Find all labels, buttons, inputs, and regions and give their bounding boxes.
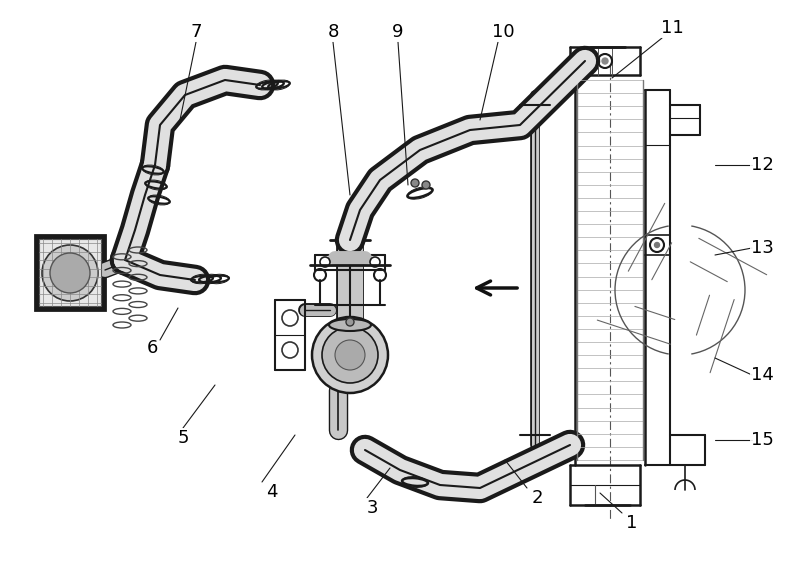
- Circle shape: [42, 245, 98, 301]
- Circle shape: [335, 340, 365, 370]
- Circle shape: [322, 327, 378, 383]
- Text: 12: 12: [750, 156, 774, 174]
- Ellipse shape: [329, 319, 371, 331]
- Circle shape: [602, 58, 608, 64]
- Circle shape: [346, 318, 354, 326]
- Text: 5: 5: [178, 429, 189, 447]
- Text: 15: 15: [750, 431, 774, 449]
- Bar: [35, 235, 105, 310]
- Text: 1: 1: [626, 514, 638, 532]
- Circle shape: [654, 242, 659, 247]
- Bar: [39, 239, 101, 306]
- Text: 10: 10: [492, 23, 514, 41]
- Text: 3: 3: [366, 499, 378, 517]
- Text: 7: 7: [190, 23, 202, 41]
- Text: 14: 14: [750, 366, 774, 384]
- Text: 4: 4: [266, 483, 278, 501]
- Circle shape: [411, 179, 419, 187]
- Text: 11: 11: [661, 19, 683, 37]
- Text: 2: 2: [531, 489, 542, 507]
- Circle shape: [422, 181, 430, 189]
- Circle shape: [312, 317, 388, 393]
- Text: 9: 9: [392, 23, 404, 41]
- Circle shape: [50, 253, 90, 293]
- Text: 13: 13: [750, 239, 774, 257]
- Text: 6: 6: [146, 339, 158, 357]
- Text: 8: 8: [327, 23, 338, 41]
